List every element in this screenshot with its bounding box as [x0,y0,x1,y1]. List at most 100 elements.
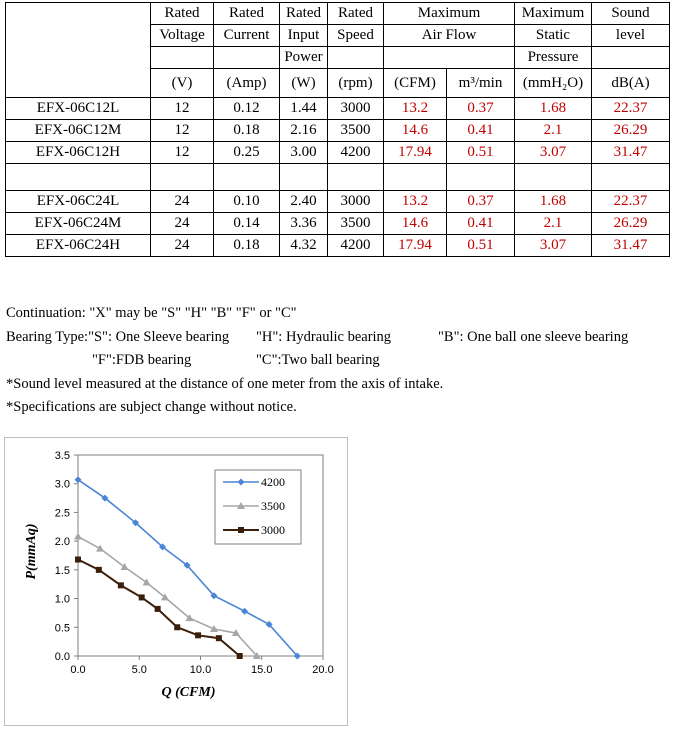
series-line-3500 [77,535,258,657]
data-point-4200 [293,652,301,660]
sound-note: *Sound level measured at the distance of… [6,375,444,392]
cell-v: 12 [150,119,214,142]
cell-model: EFX-06C24H [5,234,151,257]
cell-v: 12 [150,97,214,120]
cell-model: EFX-06C24L [5,190,151,213]
data-point-3500 [120,562,129,570]
legend-box [214,469,302,545]
model-header [5,2,151,98]
unit-mmh2o: (mmH₂O) [514,68,592,98]
bearing-type-c: "C":Two ball bearing [256,352,380,368]
table-row: EFX-06C24H 24 0.18 4.32 4200 17.94 0.51 3.07 31.… [5,234,670,257]
data-point-3500 [232,629,241,637]
x-tick-label: 15.0 [251,664,272,676]
cell-cfm: 14.6 [383,119,447,142]
legend-marker-4200 [237,478,245,486]
bearing-type-s: Bearing Type:"S": One Sleeve bearing [6,328,230,345]
pq-chart: 0.0 0.5 1.0 1.5 2.0 2.5 3.0 3.5 0.0 5.0 10.0 15.0 20… [4,437,348,726]
data-point-3500 [142,578,151,586]
header-row-3: Power Pressure [6,46,670,69]
spec-note: *Specifications are subject change witho… [6,399,297,415]
cell-v: 24 [150,190,214,213]
legend-label-3500: 3500 [261,499,285,513]
header-sound-top: Sound [591,2,670,25]
cell-rpm: 3000 [327,190,384,213]
cell-db: 31.47 [591,234,670,257]
cell-rpm: 3000 [327,97,384,120]
unit-w: (W) [279,68,328,98]
unit-dba: dB(A) [591,68,670,98]
cell-m3: 0.51 [446,234,515,257]
data-point-3000 [138,594,145,601]
spacer-row [5,163,670,191]
data-point-3500 [209,625,218,633]
y-tick-label: 1.0 [55,594,70,606]
bearing-type-f: "F":FDB bearing [92,352,192,368]
y-tick-label: 3.0 [55,479,70,491]
cell-db: 22.37 [591,97,670,120]
data-point-3500 [185,614,194,622]
data-point-4200 [241,607,249,615]
pq-chart-svg: 0.0 0.5 1.0 1.5 2.0 2.5 3.0 3.5 0.0 5.0 10.0 15.0 20… [24,450,334,700]
cell-p: 2.1 [514,212,592,235]
cell-cfm: 14.6 [383,212,447,235]
cell-p: 3.07 [514,234,592,257]
spec-table: Rated Rated Rated Rated Maximum Maximum … [5,2,670,257]
y-tick-label: 0.0 [55,651,70,663]
cell-w: 4.32 [279,234,328,257]
table-row: EFX-06C12L 12 0.12 1.44 3000 13.2 0.37 1.68 22.3… [5,97,670,120]
cell-m3: 0.37 [446,97,515,120]
cell-a: 0.12 [213,97,280,120]
x-tick-label: 10.0 [190,664,211,676]
data-point-3000 [174,624,181,631]
cell-v: 24 [150,234,214,257]
header-power-top: Rated [279,2,328,25]
unit-rpm: (rpm) [327,68,384,98]
cell-v: 12 [150,141,214,164]
header-airflow: Air Flow [383,24,515,47]
legend-marker-3000 [238,527,244,533]
cell-m3: 0.37 [446,190,515,213]
y-tick-label: 3.5 [55,450,70,462]
cell-a: 0.18 [213,234,280,257]
unit-v: (V) [150,68,214,98]
data-point-3500 [96,544,105,552]
cell-rpm: 4200 [327,141,384,164]
cell-p: 1.68 [514,190,592,213]
units-row: (V) (Amp) (W) (rpm) (CFM) m³/min (mmH₂O)… [6,68,670,98]
data-point-4200 [132,519,140,527]
header-pressure-top: Maximum [514,2,592,25]
header-power: Power [279,46,328,69]
cell-cfm: 17.94 [383,141,447,164]
cell-v: 24 [150,212,214,235]
table-row: EFX-06C24L 24 0.10 2.40 3000 13.2 0.37 1.68 22.3… [5,190,670,213]
unit-amp: (Amp) [213,68,280,98]
header-airflow-top: Maximum [383,2,515,25]
data-point-3000 [195,632,202,639]
legend-label-4200: 4200 [261,475,285,489]
cell-p: 1.68 [514,97,592,120]
table-row: EFX-06C24M 24 0.14 3.36 3500 14.6 0.41 2.1 26.29 [5,212,670,235]
cell-w: 2.40 [279,190,328,213]
unit-m3min: m³/min [446,68,515,98]
header-static: Static [514,24,592,47]
cell-w: 1.44 [279,97,328,120]
header-speed: Speed [327,24,384,47]
header-current: Current [213,24,280,47]
data-point-4200 [183,561,191,569]
data-point-3500 [160,593,169,601]
table-row: EFX-06C12M 12 0.18 2.16 3500 14.6 0.41 2.1 26.29 [5,119,670,142]
unit-cfm: (CFM) [383,68,447,98]
cell-p: 2.1 [514,119,592,142]
cell-rpm: 3500 [327,119,384,142]
data-point-3000 [75,556,81,563]
cell-a: 0.25 [213,141,280,164]
cell-rpm: 3500 [327,212,384,235]
header-pressure: Pressure [514,46,592,69]
cell-a: 0.18 [213,119,280,142]
cell-m3: 0.51 [446,141,515,164]
y-tick-label: 2.0 [55,536,70,548]
data-point-4200 [159,543,167,551]
header-level: level [591,24,670,47]
cell-m3: 0.41 [446,212,515,235]
